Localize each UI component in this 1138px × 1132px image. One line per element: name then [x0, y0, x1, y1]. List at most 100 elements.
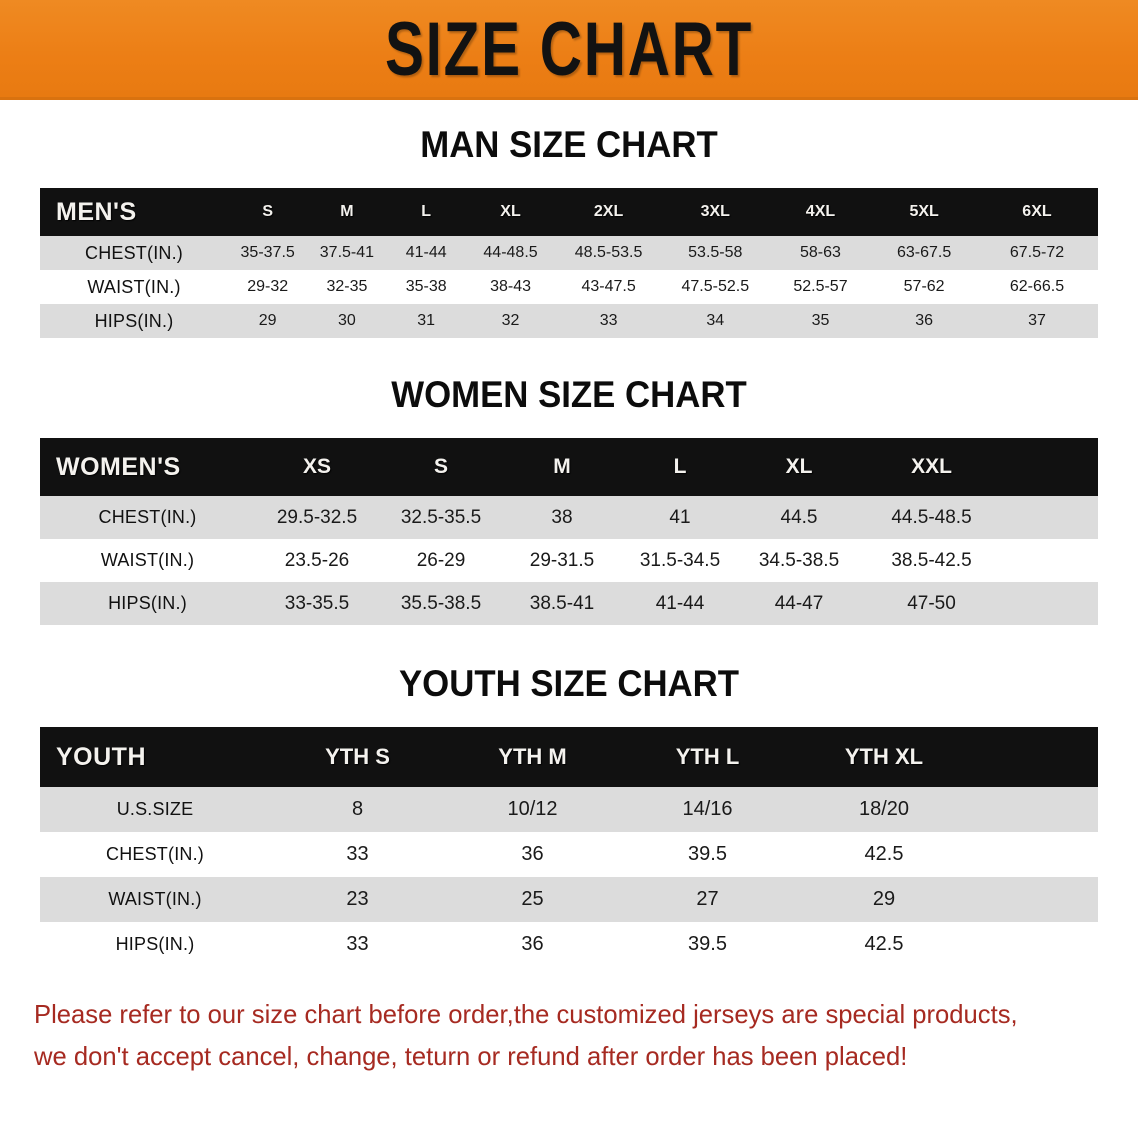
- table-row: HIPS(IN.) 29 30 31 32 33 34 35 36 37: [40, 304, 1098, 338]
- youth-waist-xl: 29: [872, 888, 896, 910]
- youth-chart-wrapper: YOUTH YTH S YTH M YTH L YTH XL U.S.SIZE …: [40, 727, 1098, 967]
- man-hips-5xl: 36: [915, 312, 934, 329]
- table-row: HIPS(IN.) 33-35.5 35.5-38.5 38.5-41 41-4…: [40, 582, 1098, 625]
- man-col-m: M: [340, 203, 354, 220]
- man-col-xl: XL: [500, 203, 521, 220]
- man-row-label-chest: CHEST(IN.): [85, 242, 183, 263]
- youth-ussize-spacer: [973, 787, 1098, 832]
- women-section-title: WOMEN SIZE CHART: [391, 374, 747, 415]
- youth-row-label-hips: HIPS(IN.): [115, 934, 195, 954]
- table-row: WAIST(IN.) 29-32 32-35 35-38 38-43 43-47…: [40, 270, 1098, 304]
- women-hips-l: 41-44: [655, 592, 705, 614]
- women-size-table: WOMEN'S XS S M L XL XXL CHEST(IN.) 29.5-…: [40, 438, 1098, 625]
- man-col-l: L: [421, 203, 432, 220]
- man-col-5xl: 5XL: [909, 203, 939, 220]
- women-chest-xs: 29.5-32.5: [276, 506, 358, 528]
- women-waist-m: 29-31.5: [529, 549, 595, 571]
- women-hips-xs: 33-35.5: [284, 592, 350, 614]
- women-hips-xl: 44-47: [774, 592, 824, 614]
- youth-col-s: YTH S: [325, 744, 390, 769]
- women-table-header-row: WOMEN'S XS S M L XL XXL: [40, 438, 1098, 496]
- youth-chest-l: 39.5: [688, 843, 727, 865]
- youth-waist-l: 27: [696, 888, 719, 910]
- youth-chest-s: 33: [346, 843, 369, 865]
- youth-row-label-ussize: U.S.SIZE: [116, 799, 194, 819]
- women-waist-s: 26-29: [416, 549, 466, 571]
- man-col-2xl: 2XL: [593, 203, 624, 220]
- man-chest-2xl: 48.5-53.5: [574, 244, 643, 261]
- man-chest-5xl: 63-67.5: [896, 244, 952, 261]
- man-hips-m: 30: [338, 312, 356, 329]
- man-col-s: S: [262, 203, 273, 220]
- table-row: CHEST(IN.) 35-37.5 37.5-41 41-44 44-48.5…: [40, 236, 1098, 270]
- women-waist-l: 31.5-34.5: [639, 549, 721, 571]
- women-waist-spacer: [1004, 539, 1098, 582]
- table-row: CHEST(IN.) 33 36 39.5 42.5: [40, 832, 1098, 877]
- women-row-label-chest: CHEST(IN.): [98, 507, 197, 527]
- return-policy-line-1: Please refer to our size chart before or…: [34, 999, 1018, 1029]
- youth-ussize-xl: 18/20: [858, 798, 910, 820]
- youth-row-label-waist: WAIST(IN.): [108, 889, 202, 909]
- youth-chest-spacer: [973, 832, 1098, 877]
- man-chest-6xl: 67.5-72: [1009, 244, 1065, 261]
- youth-ussize-l: 14/16: [682, 798, 733, 820]
- youth-chest-m: 36: [521, 843, 544, 865]
- women-chest-xxl: 44.5-48.5: [891, 506, 972, 528]
- youth-hips-m: 36: [521, 933, 544, 955]
- youth-corner-label: YOUTH: [56, 742, 146, 771]
- man-hips-3xl: 34: [706, 312, 725, 329]
- youth-hips-xl: 42.5: [864, 933, 904, 955]
- man-chest-m: 37.5-41: [319, 244, 375, 261]
- man-hips-4xl: 35: [811, 312, 830, 329]
- man-size-table: MEN'S S M L XL 2XL 3XL 4XL 5XL 6XL CHEST…: [40, 188, 1098, 338]
- man-hips-2xl: 33: [599, 312, 618, 329]
- man-waist-l: 35-38: [405, 278, 447, 295]
- man-hips-s: 29: [258, 312, 277, 329]
- man-col-4xl: 4XL: [805, 203, 836, 220]
- women-row-label-hips: HIPS(IN.): [108, 593, 187, 613]
- man-section-title: MAN SIZE CHART: [420, 124, 718, 165]
- women-row-label-waist: WAIST(IN.): [100, 550, 195, 570]
- youth-waist-m: 25: [521, 888, 544, 910]
- women-chest-spacer: [1004, 496, 1098, 539]
- women-chart-wrapper: WOMEN'S XS S M L XL XXL CHEST(IN.) 29.5-…: [40, 438, 1098, 625]
- women-chest-l: 41: [669, 506, 691, 528]
- man-chest-3xl: 53.5-58: [688, 244, 743, 261]
- table-row: WAIST(IN.) 23 25 27 29: [40, 877, 1098, 922]
- table-row: WAIST(IN.) 23.5-26 26-29 29-31.5 31.5-34…: [40, 539, 1098, 582]
- women-col-m: M: [553, 455, 571, 478]
- man-chest-xl: 44-48.5: [483, 244, 538, 261]
- youth-size-table: YOUTH YTH S YTH M YTH L YTH XL U.S.SIZE …: [40, 727, 1098, 967]
- man-table-header-row: MEN'S S M L XL 2XL 3XL 4XL 5XL 6XL: [40, 188, 1098, 236]
- man-row-label-waist: WAIST(IN.): [87, 276, 181, 297]
- return-policy-note: Please refer to our size chart before or…: [34, 993, 1088, 1077]
- youth-col-spacer: [973, 727, 1098, 787]
- youth-col-m: YTH M: [498, 744, 567, 769]
- women-chest-xl: 44.5: [780, 506, 818, 528]
- women-waist-xxl: 38.5-42.5: [891, 549, 972, 571]
- youth-hips-s: 33: [346, 933, 369, 955]
- women-hips-spacer: [1004, 582, 1098, 625]
- man-col-6xl: 6XL: [1022, 203, 1052, 220]
- youth-chest-xl: 42.5: [864, 843, 904, 865]
- man-col-3xl: 3XL: [700, 203, 730, 220]
- youth-row-label-chest: CHEST(IN.): [106, 844, 204, 864]
- women-hips-m: 38.5-41: [529, 592, 595, 614]
- women-hips-s: 35.5-38.5: [400, 592, 482, 614]
- man-waist-xl: 38-43: [490, 278, 531, 295]
- page-title: SIZE CHART: [384, 5, 754, 92]
- youth-ussize-m: 10/12: [507, 798, 558, 820]
- table-row: U.S.SIZE 8 10/12 14/16 18/20: [40, 787, 1098, 832]
- youth-hips-spacer: [973, 922, 1098, 967]
- table-row: CHEST(IN.) 29.5-32.5 32.5-35.5 38 41 44.…: [40, 496, 1098, 539]
- man-chest-s: 35-37.5: [240, 244, 295, 261]
- man-waist-s: 29-32: [247, 278, 289, 295]
- women-chest-s: 32.5-35.5: [400, 506, 482, 528]
- man-waist-6xl: 62-66.5: [1009, 278, 1065, 295]
- man-hips-xl: 32: [501, 312, 520, 329]
- youth-table-header-row: YOUTH YTH S YTH M YTH L YTH XL: [40, 727, 1098, 787]
- youth-col-xl: YTH XL: [844, 744, 924, 769]
- return-policy-line-2: we don't accept cancel, change, teturn o…: [34, 1041, 908, 1072]
- man-waist-m: 32-35: [326, 278, 368, 295]
- youth-col-l: YTH L: [675, 744, 740, 769]
